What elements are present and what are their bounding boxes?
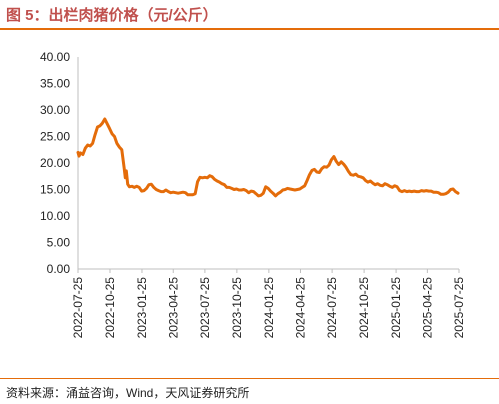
x-tick-label: 2023-10-25: [230, 277, 244, 339]
x-tick-label: 2023-04-25: [166, 277, 180, 339]
x-tick-label: 2022-10-25: [103, 277, 117, 339]
x-tick-label: 2024-07-25: [325, 277, 339, 339]
y-tick-label: 35.00: [40, 77, 70, 91]
chart-title: 图 5：出栏肉猪价格（元/公斤）: [6, 7, 218, 24]
price-line-chart: 0.00 5.00 10.00 15.00 20.00 25.00 30.00 35.00 40…: [40, 50, 466, 338]
y-tick-label: 10.00: [40, 209, 70, 223]
x-tick-label: 2025-07-25: [452, 277, 466, 339]
x-tick-label: 2022-07-25: [71, 277, 85, 339]
footer-divider: [0, 378, 499, 379]
y-tick-label: 20.00: [40, 156, 70, 170]
y-axis-ticks: 0.00 5.00 10.00 15.00 20.00 25.00 30.00 35.00 40…: [40, 50, 70, 276]
series-layer: [76, 117, 460, 198]
y-tick-label: 25.00: [40, 130, 70, 144]
x-tick-label: 2023-07-25: [198, 277, 212, 339]
x-tick-label: 2025-01-25: [389, 277, 403, 339]
title-divider: [0, 28, 499, 30]
x-tick-label: 2024-01-25: [262, 277, 276, 339]
x-tick-label: 2024-04-25: [293, 277, 307, 339]
x-tick-label: 2025-04-25: [420, 277, 434, 339]
y-tick-label: 30.00: [40, 103, 70, 117]
x-tick-label: 2023-01-25: [135, 277, 149, 339]
x-tick-label: 2024-10-25: [357, 277, 371, 339]
x-axis-ticks: 2022-07-25 2022-10-25 2023-01-25 2023-04-25…: [71, 269, 466, 338]
y-tick-label: 0.00: [47, 262, 71, 276]
y-tick-label: 5.00: [47, 236, 71, 250]
source-note: 资料来源：涌益咨询，Wind，天风证券研究所: [6, 386, 250, 400]
price-series-line: [76, 117, 460, 198]
axes: [77, 57, 459, 270]
y-tick-label: 15.00: [40, 183, 70, 197]
y-tick-label: 40.00: [40, 50, 70, 64]
